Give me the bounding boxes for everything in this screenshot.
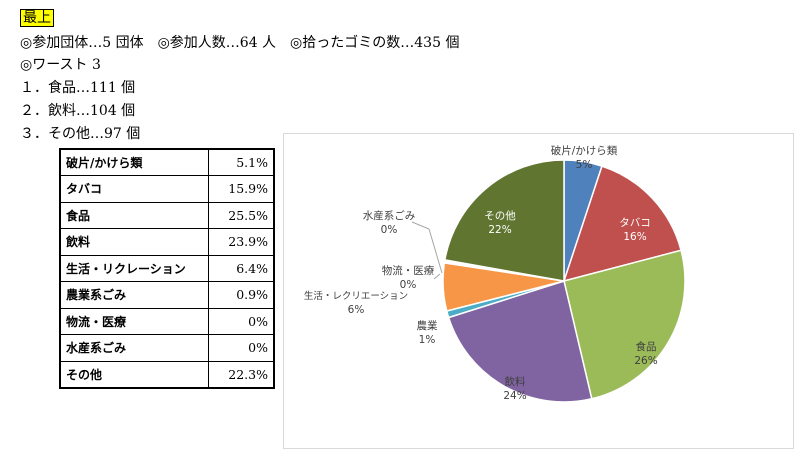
slice-percent-label: 5%	[576, 159, 593, 171]
category-cell: 物流・医療	[59, 307, 209, 335]
category-cell: 農業系ごみ	[59, 281, 209, 309]
category-cell: 水産系ごみ	[59, 334, 209, 362]
table-row: 水産系ごみ 0%	[59, 334, 275, 362]
slice-percent-label: 16%	[623, 231, 646, 243]
pie-chart-frame: 破片/かけら類 5% タバコ 16% 食品 26% 飲料 24% 農業 1% 生活・レクリエーション…	[283, 133, 794, 449]
table-row: 生活・リクレーション 6.4%	[59, 254, 275, 282]
percent-cell: 23.9%	[207, 228, 275, 256]
percent-cell: 0%	[207, 334, 275, 362]
percent-cell: 5.1%	[207, 148, 275, 176]
worst-item-3: ３．その他…97 個	[20, 126, 141, 142]
slice-category-label: その他	[484, 209, 516, 222]
category-cell: 破片/かけら類	[59, 148, 209, 176]
percentage-table: 破片/かけら類 5.1% タバコ 15.9% 食品 25.5% 飲料 23.9%…	[59, 148, 275, 389]
category-cell: 食品	[59, 201, 209, 229]
percent-cell: 0%	[207, 307, 275, 335]
slice-category-label: 食品	[636, 340, 657, 353]
slice-percent-label: 1%	[419, 334, 436, 346]
pie-slice	[447, 280, 593, 403]
table-row: タバコ 15.9%	[59, 175, 275, 203]
table-row: 食品 25.5%	[59, 201, 275, 229]
slice-category-label: 農業	[417, 319, 438, 332]
worst-item-2: ２．飲料…104 個	[20, 103, 136, 119]
slice-percent-label: 6%	[348, 304, 365, 316]
category-cell: その他	[59, 360, 209, 388]
pie-slice	[562, 165, 682, 283]
table-row: 農業系ごみ 0.9%	[59, 281, 275, 309]
percent-cell: 6.4%	[207, 254, 275, 282]
slice-category-label: 生活・レクリエーション	[304, 290, 408, 302]
slice-category-label: 破片/かけら類	[551, 144, 618, 157]
percent-cell: 25.5%	[207, 201, 275, 229]
category-cell: 飲料	[59, 228, 209, 256]
slice-percent-label: 0%	[400, 279, 417, 291]
slice-percent-label: 22%	[488, 224, 511, 236]
slice-percent-label: 0%	[381, 224, 398, 236]
table-row: その他 22.3%	[59, 360, 275, 388]
pie-slice	[443, 159, 565, 282]
leader-line	[433, 273, 441, 280]
slice-category-label: 飲料	[505, 375, 526, 388]
page-title: 最上	[20, 9, 54, 27]
table-row: 破片/かけら類 5.1%	[59, 148, 275, 176]
table-row: 飲料 23.9%	[59, 228, 275, 256]
slice-category-label: 水産系ごみ	[363, 209, 416, 222]
summary-stats: ◎参加団体…5 団体 ◎参加人数…64 人 ◎拾ったゴミの数…435 個	[20, 35, 460, 51]
percent-cell: 22.3%	[207, 360, 275, 388]
category-cell: タバコ	[59, 175, 209, 203]
slice-category-label: 物流・医療	[382, 264, 435, 277]
worst-item-1: １．食品…111 個	[20, 80, 136, 96]
slice-category-label: タバコ	[619, 217, 651, 229]
worst-heading: ◎ワースト 3	[20, 57, 101, 73]
slice-percent-label: 24%	[503, 390, 526, 402]
percent-cell: 15.9%	[207, 175, 275, 203]
percent-cell: 0.9%	[207, 281, 275, 309]
pie-chart: 破片/かけら類 5% タバコ 16% 食品 26% 飲料 24% 農業 1% 生活・レクリエーション…	[304, 144, 686, 403]
slice-percent-label: 26%	[634, 355, 657, 367]
category-cell: 生活・リクレーション	[59, 254, 209, 282]
leader-line	[411, 221, 443, 274]
pie-slice	[563, 249, 686, 400]
table-row: 物流・医療 0%	[59, 307, 275, 335]
